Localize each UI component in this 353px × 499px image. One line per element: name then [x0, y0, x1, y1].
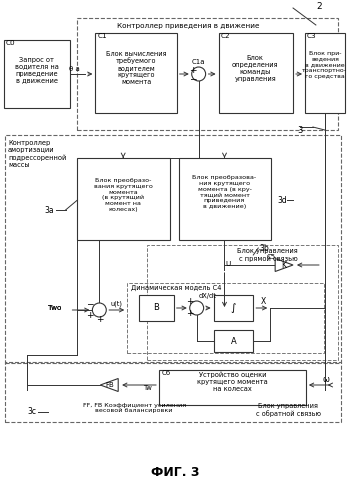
Text: Контроллер
амортизации
подрессоренной
массы: Контроллер амортизации подрессоренной ма… — [8, 140, 66, 168]
Text: K: K — [282, 260, 287, 269]
Text: Устройство оценки
крутящего момента
на колесах: Устройство оценки крутящего момента на к… — [197, 372, 268, 392]
Text: −: − — [189, 74, 197, 83]
Text: Динамическая модель C4: Динамическая модель C4 — [131, 285, 222, 291]
Text: 2: 2 — [316, 1, 322, 10]
Text: C3: C3 — [307, 33, 317, 39]
Text: C2: C2 — [221, 33, 230, 39]
Text: Блок управления
с прямой связью: Блок управления с прямой связью — [237, 248, 298, 262]
Bar — [147, 245, 338, 360]
Circle shape — [92, 303, 106, 317]
Bar — [4, 40, 70, 108]
Bar — [219, 33, 293, 113]
Bar — [305, 33, 345, 113]
Text: Блок преобразо-
вания крутящего
момента
(в крутящий
момент на
колесах): Блок преобразо- вания крутящего момента … — [94, 178, 152, 212]
Text: Two: Two — [48, 305, 61, 311]
Bar — [77, 158, 170, 240]
Text: FF, FB Коэффициент усиления
весовой балансировки: FF, FB Коэффициент усиления весовой бала… — [83, 403, 186, 414]
Text: 3d: 3d — [277, 196, 287, 205]
Bar — [159, 370, 306, 405]
Text: Блок при-
ведения
в движение
транспортно-
го средства: Блок при- ведения в движение транспортно… — [302, 51, 347, 79]
Bar — [5, 135, 341, 363]
Text: Two: Two — [48, 305, 61, 311]
Text: ФИГ. 3: ФИГ. 3 — [151, 466, 199, 479]
Polygon shape — [100, 379, 118, 392]
Bar — [214, 295, 253, 321]
Text: 3c: 3c — [28, 408, 37, 417]
Text: Контроллер приведения в движение: Контроллер приведения в движение — [118, 23, 260, 29]
Text: +: + — [86, 311, 93, 320]
Text: FB: FB — [105, 382, 114, 388]
Text: X: X — [261, 297, 266, 306]
Bar — [127, 283, 324, 353]
Text: 3a: 3a — [45, 206, 54, 215]
Circle shape — [190, 301, 204, 315]
Text: C6: C6 — [162, 370, 171, 376]
Bar — [139, 295, 174, 321]
Polygon shape — [275, 258, 293, 271]
Text: −: − — [86, 299, 93, 308]
Text: U: U — [226, 261, 231, 267]
Text: 3b: 3b — [259, 244, 269, 252]
Bar — [179, 158, 271, 240]
Text: +: + — [96, 315, 103, 324]
Text: A: A — [231, 336, 236, 345]
Text: C5: C5 — [267, 254, 276, 260]
Text: Блок преобразова-
ния крутящего
момента (в кру-
тящий момент
приведения
в движен: Блок преобразова- ния крутящего момента … — [192, 175, 257, 209]
Text: +: + — [186, 297, 193, 306]
Bar — [5, 362, 341, 422]
Bar — [95, 33, 177, 113]
Text: C1: C1 — [97, 33, 107, 39]
Bar — [77, 18, 338, 130]
Text: +: + — [186, 309, 193, 318]
Text: C0: C0 — [6, 40, 16, 46]
Text: dX/dt: dX/dt — [199, 293, 216, 299]
Text: 3: 3 — [297, 126, 303, 135]
Text: u(t): u(t) — [110, 301, 122, 307]
Text: Запрос от
водителя на
приведение
в движение: Запрос от водителя на приведение в движе… — [15, 56, 59, 83]
Text: Блок
определения
команды
управления: Блок определения команды управления — [232, 54, 279, 81]
Text: ∫: ∫ — [231, 303, 236, 313]
Text: ω: ω — [322, 375, 329, 384]
Text: Блок вычисления
требуемого
водителем
крутящего
момента: Блок вычисления требуемого водителем кру… — [106, 50, 166, 85]
Text: θ a: θ a — [69, 66, 80, 72]
Text: Tw: Tw — [143, 385, 151, 391]
Bar — [214, 330, 253, 352]
Text: C1a: C1a — [192, 59, 205, 65]
Text: +: + — [189, 65, 197, 74]
Text: Блок управления
с обратной связью: Блок управления с обратной связью — [256, 403, 321, 417]
Text: B: B — [153, 303, 159, 312]
Circle shape — [192, 67, 205, 81]
